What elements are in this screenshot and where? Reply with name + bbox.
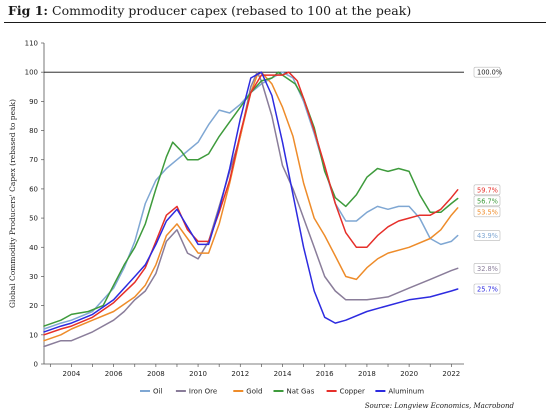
y-tick-label: 10 (29, 331, 38, 339)
series-line-copper (43, 71, 459, 336)
legend-label-gold: Gold (246, 388, 262, 396)
end-label-oil: 43.9% (477, 232, 498, 240)
end-label-oil-box (473, 230, 501, 241)
legend-label-nat-gas: Nat Gas (287, 388, 315, 396)
end-label-reference: 100.0% (477, 69, 502, 77)
figure-title-text: Commodity producer capex (rebased to 100… (52, 3, 412, 18)
x-tick-label: 2016 (316, 370, 334, 378)
legend-label-copper: Copper (340, 388, 365, 396)
legend-label-oil: Oil (153, 388, 162, 396)
y-tick-label: 60 (29, 185, 38, 193)
end-label-iron-ore: 32.8% (477, 265, 498, 273)
y-tick-label: 90 (29, 98, 38, 106)
y-axis-label: Global Commodity Producers' Capex (rebas… (8, 99, 17, 308)
end-label-nat-gas-box (473, 195, 501, 207)
x-tick-label: 2022 (442, 370, 460, 378)
end-label-gold-box (473, 206, 501, 218)
y-tick-label: 100 (25, 69, 38, 77)
y-tick-label: 20 (29, 302, 38, 310)
x-tick-label: 2014 (274, 370, 292, 378)
end-label-aluminum: 25.7% (477, 286, 498, 294)
legend-label-iron-ore: Iron Ore (189, 388, 217, 396)
y-tick-label: 50 (29, 215, 38, 223)
end-label-aluminum-box (473, 283, 501, 295)
end-label-iron-ore-box (473, 262, 501, 274)
source-note: Source: Longview Economics, Macrobond (364, 402, 514, 410)
x-tick-label: 2006 (105, 370, 123, 378)
y-tick-label: 30 (29, 273, 38, 281)
legend-label-aluminum: Aluminum (388, 388, 424, 396)
y-tick-label: 0 (34, 361, 38, 369)
series-line-nat-gas (43, 71, 459, 327)
figure-label: Fig 1: (8, 3, 49, 18)
y-tick-label: 40 (29, 244, 38, 252)
end-label-reference-box (473, 66, 501, 78)
x-tick-label: 2010 (189, 370, 207, 378)
y-tick-label: 70 (29, 156, 38, 164)
end-label-copper: 59.7% (477, 186, 498, 194)
title-rule (4, 22, 546, 23)
x-tick-label: 2018 (358, 370, 376, 378)
end-label-copper-box (473, 184, 501, 196)
end-label-nat-gas: 56.7% (477, 197, 498, 205)
figure-title: Fig 1: Commodity producer capex (rebased… (8, 3, 411, 18)
y-tick-label: 80 (29, 127, 38, 135)
x-tick-label: 2012 (231, 370, 249, 378)
series-line-oil (43, 71, 459, 330)
x-tick-label: 2020 (400, 370, 418, 378)
end-label-gold: 53.5% (477, 208, 498, 216)
x-tick-label: 2004 (63, 370, 81, 378)
y-tick-label: 110 (25, 40, 38, 48)
series-line-aluminum (43, 71, 459, 333)
x-tick-label: 2008 (147, 370, 165, 378)
